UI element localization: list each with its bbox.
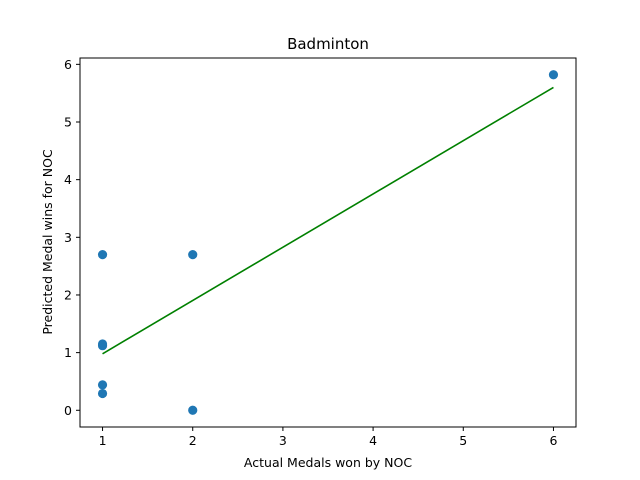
x-tick-label: 1 <box>99 433 107 448</box>
scatter-point <box>97 380 108 390</box>
x-axis-label: Actual Medals won by NOC <box>244 455 412 470</box>
scatter-point <box>97 341 108 351</box>
y-tick-label: 5 <box>64 114 72 129</box>
x-axis-ticks: 1 2 3 4 5 6 <box>99 427 557 448</box>
chart-title: Badminton <box>287 35 369 53</box>
y-tick-label: 0 <box>64 403 72 418</box>
x-tick-label: 6 <box>549 433 557 448</box>
y-tick-label: 1 <box>64 345 72 360</box>
scatter-point <box>97 250 108 260</box>
y-tick-label: 6 <box>64 57 72 72</box>
x-tick-label: 3 <box>279 433 287 448</box>
scatter-point <box>548 70 559 80</box>
x-tick-label: 2 <box>189 433 197 448</box>
x-tick-label: 4 <box>369 433 377 448</box>
plot-frame <box>79 57 577 428</box>
trend-line <box>102 86 554 355</box>
scatter-point <box>97 388 108 399</box>
y-axis-label: Predicted Medal wins for NOC <box>40 149 55 335</box>
scatter-point <box>188 405 198 415</box>
scatter-point <box>188 250 198 260</box>
plot-area <box>97 70 559 415</box>
y-tick-label: 4 <box>64 172 72 187</box>
y-tick-label: 2 <box>64 287 72 302</box>
y-tick-label: 3 <box>64 230 72 245</box>
x-tick-label: 5 <box>459 433 467 448</box>
y-axis-ticks: 0 1 2 3 4 5 6 <box>64 57 80 418</box>
